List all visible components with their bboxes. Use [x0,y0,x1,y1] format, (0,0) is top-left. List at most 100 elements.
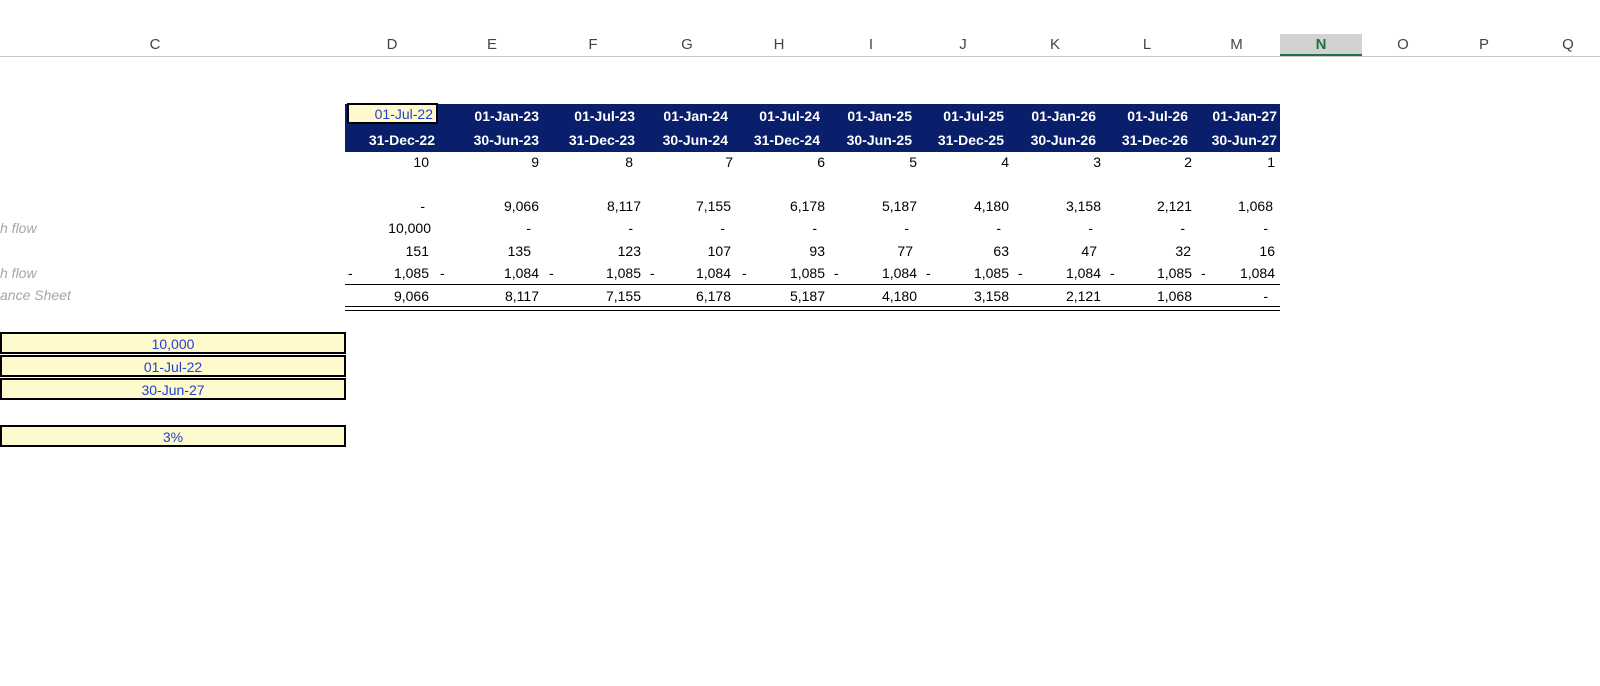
start-date-input[interactable]: 01-Jul-22 [0,355,346,377]
interest-cell[interactable]: 16 [1259,243,1275,259]
end-date-cell[interactable]: 31-Dec-25 [937,132,1004,148]
periods-cell[interactable]: 1 [1267,154,1275,170]
opening-cell[interactable]: 5,187 [881,198,917,214]
column-header-g[interactable]: G [681,36,693,53]
active-cell-start-date[interactable]: 01-Jul-22 [347,103,438,124]
outflow-cell[interactable]: 1,084 [1239,265,1275,281]
outflow-cell[interactable]: 1,084 [503,265,539,281]
closing-cell[interactable]: 6,178 [695,288,731,304]
end-date-cell[interactable]: 31-Dec-24 [753,132,820,148]
closing-cell[interactable]: 7,155 [605,288,641,304]
opening-cell[interactable]: 2,121 [1156,198,1192,214]
inflow-cell[interactable]: - [720,220,725,236]
inflow-cell[interactable]: - [996,220,1001,236]
column-header-o[interactable]: O [1397,36,1409,53]
inflow-cell[interactable]: - [1088,220,1093,236]
opening-cell[interactable]: 7,155 [695,198,731,214]
closing-cell[interactable]: 4,180 [881,288,917,304]
column-header-l[interactable]: L [1142,36,1152,53]
column-header-h[interactable]: H [773,36,785,53]
end-date-cell[interactable]: 30-Jun-25 [846,132,912,148]
interest-cell[interactable]: 32 [1175,243,1191,259]
end-date-cell[interactable]: 31-Dec-26 [1121,132,1188,148]
outflow-cell[interactable]: 1,084 [1065,265,1101,281]
opening-cell[interactable]: 9,066 [503,198,539,214]
outflow-cell[interactable]: 1,085 [605,265,641,281]
closing-row-label: ance Sheet [0,287,71,303]
closing-cell[interactable]: 2,121 [1065,288,1101,304]
column-header-p[interactable]: P [1478,36,1489,53]
opening-cell[interactable]: 3,158 [1065,198,1101,214]
inflow-cell[interactable]: - [1180,220,1185,236]
outflow-cell[interactable]: 1,085 [393,265,429,281]
opening-cell[interactable]: - [420,198,425,214]
periods-cell[interactable]: 9 [531,154,539,170]
inflow-cell[interactable]: - [1263,220,1268,236]
periods-cell[interactable]: 3 [1093,154,1101,170]
start-date-cell[interactable]: 01-Jan-27 [1212,108,1277,124]
end-date-input[interactable]: 30-Jun-27 [0,378,346,400]
periods-cell[interactable]: 2 [1184,154,1192,170]
amount-input[interactable]: 10,000 [0,332,346,354]
closing-cell[interactable]: 5,187 [789,288,825,304]
interest-cell[interactable]: 123 [617,243,641,259]
column-header-n-selected[interactable]: N [1280,34,1362,56]
inflow-cell[interactable]: 10,000 [388,220,431,236]
column-header-i[interactable]: I [868,36,874,53]
periods-cell[interactable]: 8 [625,154,633,170]
column-header-d[interactable]: D [386,36,398,53]
start-date-cell[interactable]: 01-Jan-23 [474,108,539,124]
start-date-cell[interactable]: 01-Jan-24 [663,108,728,124]
inflow-cell[interactable]: - [904,220,909,236]
column-header-e[interactable]: E [486,36,497,53]
closing-cell[interactable]: - [1263,288,1268,304]
end-date-cell[interactable]: 30-Jun-23 [473,132,539,148]
periods-cell[interactable]: 7 [725,154,733,170]
column-header-q[interactable]: Q [1562,36,1574,53]
outflow-cell[interactable]: 1,084 [695,265,731,281]
periods-cell[interactable]: 4 [1001,154,1009,170]
start-date-cell[interactable]: 01-Jul-26 [1127,108,1188,124]
closing-cell[interactable]: 1,068 [1156,288,1192,304]
periods-cell[interactable]: 5 [909,154,917,170]
end-date-cell[interactable]: 30-Jun-27 [1211,132,1277,148]
interest-cell[interactable]: 63 [993,243,1009,259]
interest-cell[interactable]: 77 [897,243,913,259]
outflow-cell[interactable]: 1,085 [1156,265,1192,281]
start-date-cell[interactable]: 01-Jan-25 [847,108,912,124]
end-date-cell[interactable]: 31-Dec-23 [568,132,635,148]
interest-cell[interactable]: 107 [707,243,731,259]
start-date-cell[interactable]: 01-Jul-23 [574,108,635,124]
interest-cell[interactable]: 47 [1081,243,1097,259]
end-date-cell[interactable]: 30-Jun-24 [662,132,728,148]
inflow-cell[interactable]: - [812,220,817,236]
outflow-cell[interactable]: 1,084 [881,265,917,281]
opening-cell[interactable]: 6,178 [789,198,825,214]
opening-cell[interactable]: 8,117 [607,198,641,214]
column-header-f[interactable]: F [588,36,598,53]
inflow-cell[interactable]: - [628,220,633,236]
interest-cell[interactable]: 135 [507,243,531,259]
column-header-m[interactable]: M [1230,36,1243,53]
column-header-c[interactable]: C [149,36,161,53]
outflow-cell[interactable]: 1,085 [789,265,825,281]
column-header-k[interactable]: K [1049,36,1060,53]
outflow-cell[interactable]: 1,085 [973,265,1009,281]
periods-cell[interactable]: 6 [817,154,825,170]
interest-cell[interactable]: 151 [405,243,429,259]
end-date-cell[interactable]: 31-Dec-22 [368,132,435,148]
start-date-cell[interactable]: 01-Jan-26 [1031,108,1096,124]
start-date-cell[interactable]: 01-Jul-25 [943,108,1004,124]
periods-cell[interactable]: 10 [413,154,429,170]
closing-cell[interactable]: 8,117 [505,288,539,304]
opening-cell[interactable]: 1,068 [1237,198,1273,214]
interest-cell[interactable]: 93 [809,243,825,259]
inflow-cell[interactable]: - [526,220,531,236]
column-header-j[interactable]: J [959,36,967,53]
opening-cell[interactable]: 4,180 [973,198,1009,214]
closing-cell[interactable]: 9,066 [393,288,429,304]
closing-cell[interactable]: 3,158 [973,288,1009,304]
rate-input[interactable]: 3% [0,425,346,447]
start-date-cell[interactable]: 01-Jul-24 [759,108,820,124]
end-date-cell[interactable]: 30-Jun-26 [1030,132,1096,148]
